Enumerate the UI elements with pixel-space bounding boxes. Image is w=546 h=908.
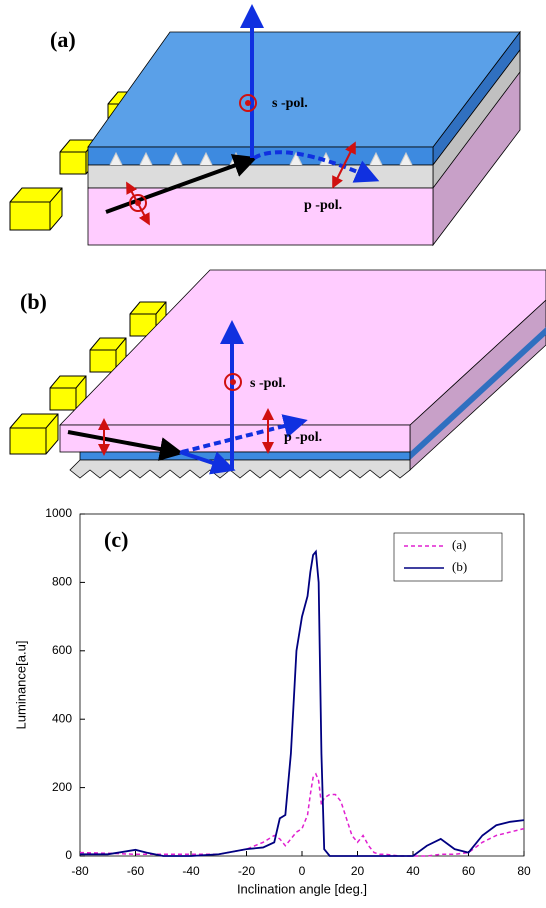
y-axis-title: Luminance[a.u] (13, 641, 28, 730)
x-axis-title: Inclination angle [deg.] (237, 881, 367, 896)
x-tick-label: 40 (406, 864, 420, 878)
diagram-b: (b) s -pol. p -pol. (9, 269, 546, 479)
legend-box (393, 532, 503, 582)
y-tick-label: 600 (52, 643, 72, 657)
y-tick-label: 1000 (45, 506, 72, 520)
series-line (80, 549, 525, 857)
x-tick-label: 80 (517, 864, 531, 878)
series-line (79, 772, 525, 857)
p-pol-label: p -pol. (304, 198, 342, 213)
s-pol-label: s -pol. (272, 96, 308, 111)
x-tick-label: 60 (462, 864, 476, 878)
s-pol-label: s -pol. (250, 376, 286, 391)
y-tick-label: 200 (52, 780, 72, 794)
panel-label: (c) (104, 527, 128, 552)
diagram-a: (a) s -pol. p -pol. (9, 4, 521, 247)
panel-label: (a) (50, 27, 76, 52)
x-tick-label: 0 (299, 864, 306, 878)
x-tick-label: -20 (238, 864, 256, 878)
y-tick-label: 800 (52, 575, 72, 589)
x-tick-label: -80 (71, 864, 89, 878)
chart: (c) Inclination angle [deg.] Luminance[a… (13, 506, 531, 896)
legend-label: (b) (452, 559, 467, 574)
legend-label: (a) (452, 537, 466, 552)
p-pol-label: p -pol. (284, 430, 322, 445)
x-tick-label: 20 (351, 864, 365, 878)
y-tick-label: 0 (65, 848, 72, 862)
y-tick-label: 400 (52, 711, 72, 725)
panel-label: (b) (20, 289, 47, 314)
x-tick-label: -40 (182, 864, 200, 878)
x-tick-label: -60 (127, 864, 145, 878)
